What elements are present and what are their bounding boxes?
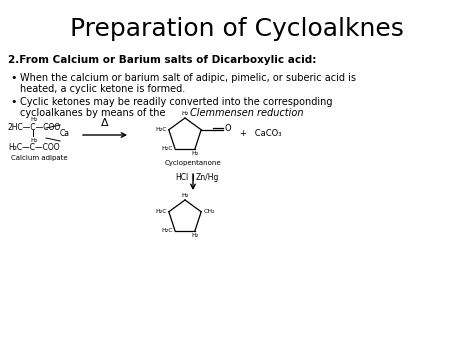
Text: H₂C: H₂C — [161, 146, 173, 151]
Text: When the calcium or barium salt of adipic, pimelic, or suberic acid is: When the calcium or barium salt of adipi… — [20, 73, 356, 83]
Text: 2HC—C—COO: 2HC—C—COO — [8, 124, 61, 132]
Text: H₂C: H₂C — [155, 209, 167, 214]
Text: H₂C: H₂C — [161, 228, 173, 233]
Text: Clemmensen reduction: Clemmensen reduction — [190, 108, 303, 118]
Text: Zn/Hg: Zn/Hg — [196, 173, 219, 181]
Text: CH₂: CH₂ — [203, 209, 215, 214]
Text: •: • — [10, 97, 17, 107]
Text: Calcium adipate: Calcium adipate — [11, 155, 68, 161]
Text: Ca: Ca — [60, 129, 70, 137]
Text: •: • — [10, 73, 17, 83]
Text: cycloalkanes by means of the: cycloalkanes by means of the — [20, 108, 169, 118]
Text: O: O — [224, 124, 231, 133]
Text: heated, a cyclic ketone is formed.: heated, a cyclic ketone is formed. — [20, 84, 185, 94]
Text: 2.From Calcium or Barium salts of Dicarboxylic acid:: 2.From Calcium or Barium salts of Dicarb… — [8, 55, 316, 65]
Text: H₂C—C—COO: H₂C—C—COO — [8, 142, 60, 152]
Text: H₂: H₂ — [182, 193, 189, 198]
Text: H₂: H₂ — [30, 117, 37, 122]
Text: H₂: H₂ — [182, 111, 189, 116]
Text: Cyclopentanone: Cyclopentanone — [164, 160, 221, 166]
Text: H₂: H₂ — [191, 233, 199, 238]
Text: Preparation of Cycloalknes: Preparation of Cycloalknes — [70, 17, 404, 41]
Text: HCl: HCl — [176, 173, 189, 181]
Text: H₂: H₂ — [191, 151, 199, 156]
Text: Δ: Δ — [101, 118, 109, 128]
Text: H₂C: H₂C — [155, 127, 167, 132]
Text: +   CaCO₃: + CaCO₃ — [240, 129, 282, 137]
Text: Cyclic ketones may be readily converted into the corresponding: Cyclic ketones may be readily converted … — [20, 97, 332, 107]
Text: H₂: H₂ — [30, 138, 37, 143]
